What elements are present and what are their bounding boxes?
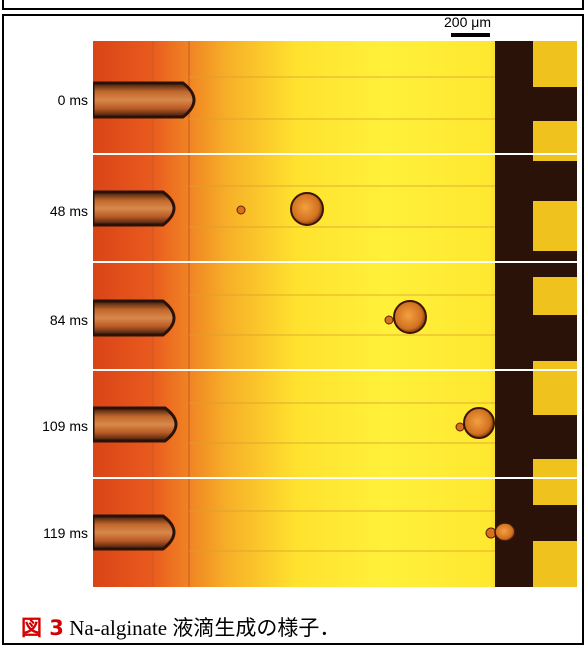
alginate-droplet [463, 407, 495, 439]
frame-time-label: 109 ms [42, 418, 88, 434]
nozzle-tip [93, 299, 176, 337]
alginate-droplet [393, 300, 427, 334]
frame-time-label: 119 ms [43, 525, 88, 541]
nozzle-tip [93, 406, 178, 443]
satellite-droplet [384, 315, 394, 325]
caption-text: Na-alginate 液滴生成の様子． [69, 616, 341, 640]
nozzle-tip [93, 514, 176, 551]
microscope-image [93, 41, 577, 587]
nozzle-tip [93, 81, 196, 119]
alginate-droplet [290, 192, 324, 226]
nozzle-tip [93, 190, 176, 227]
satellite-droplet [236, 205, 246, 215]
droplet-generation-micrograph [93, 41, 577, 587]
satellite-droplet [455, 422, 465, 432]
frame-time-label: 84 ms [49, 312, 88, 328]
outlet-opening [533, 459, 577, 505]
scale-bar-label: 200 μm [444, 14, 491, 30]
page-top-border [2, 0, 584, 10]
outlet-opening [533, 541, 577, 587]
outlet-opening [533, 41, 577, 87]
scale-bar [451, 33, 490, 37]
figure-caption: 図 3 Na-alginate 液滴生成の様子． [21, 612, 340, 642]
frame-time-label: 48 ms [49, 203, 88, 219]
outlet-opening [533, 277, 577, 315]
alginate-droplet [494, 522, 516, 542]
frame-time-label: 0 ms [57, 92, 88, 108]
outlet-opening [533, 201, 577, 251]
figure-number: 図 3 [21, 616, 64, 640]
